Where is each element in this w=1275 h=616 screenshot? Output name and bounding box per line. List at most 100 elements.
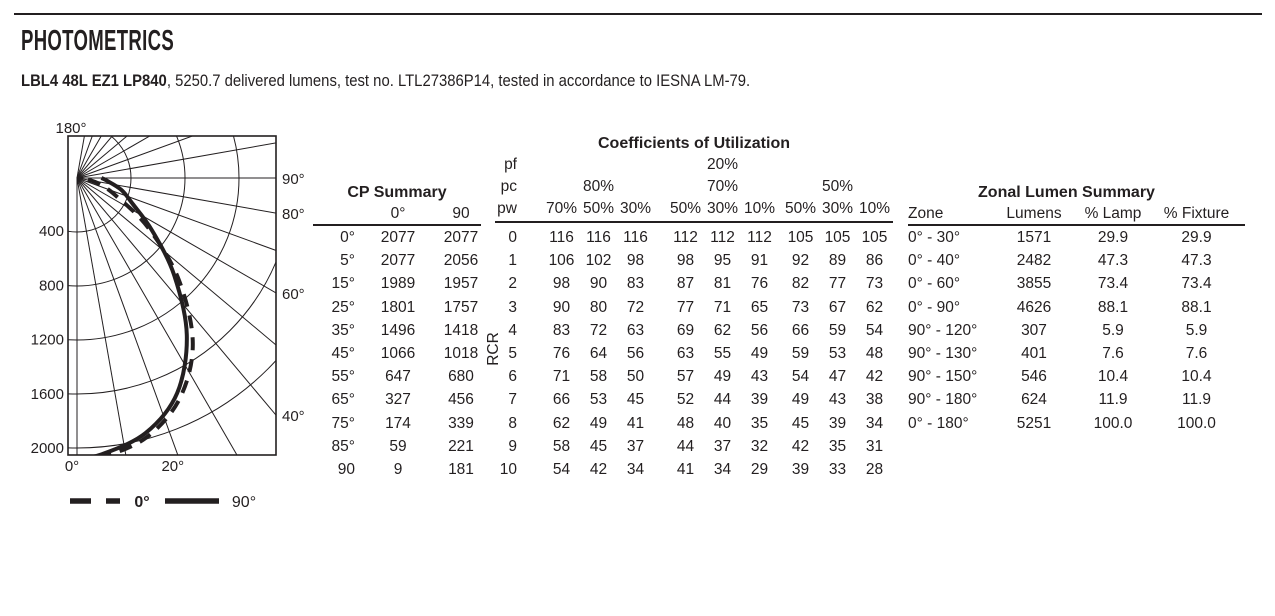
cou-cell: 43	[750, 368, 769, 386]
cou-cell: 116	[549, 229, 574, 246]
cou-cell: 87	[676, 275, 695, 293]
svg-text:0°: 0°	[65, 458, 79, 475]
cp-angle: 15°	[331, 275, 355, 293]
cp-header-90deg: 90	[452, 205, 470, 222]
rcr-value: 4	[508, 321, 517, 339]
cp-value-0deg: 647	[385, 368, 411, 386]
table-row: 0° - 180° 5251 100.0 100.0	[908, 412, 1245, 435]
table-row: 55° 647 680	[313, 365, 481, 388]
cou-cell: 95	[713, 252, 732, 270]
cou-cell: 37	[713, 437, 732, 455]
rcr-value: 1	[508, 252, 517, 270]
cou-cell: 76	[750, 275, 769, 293]
cou-cell: 39	[750, 391, 769, 409]
pc-value-70: 70%	[706, 178, 739, 195]
zone-range: 0° - 40°	[908, 252, 961, 270]
cou-cell: 91	[750, 252, 769, 270]
chart-frame	[67, 135, 277, 456]
zone-pct-lamp: 88.1	[1097, 298, 1129, 316]
svg-text:60°: 60°	[282, 286, 305, 303]
cou-cell: 34	[626, 460, 645, 478]
cou-cell: 45	[589, 437, 608, 455]
zone-lumens: 307	[1021, 321, 1047, 339]
svg-text:20°: 20°	[161, 458, 184, 475]
table-row: 10 54 42 34 41 34 29 39 33 28	[495, 458, 893, 481]
cou-cell: 106	[548, 252, 575, 270]
cou-cell: 59	[828, 321, 847, 339]
cou-cell: 105	[787, 229, 814, 246]
pf-value: 20%	[706, 156, 739, 173]
table-row: 90° - 150° 546 10.4 10.4	[908, 365, 1245, 388]
cou-cell: 39	[828, 414, 847, 432]
svg-text:90°: 90°	[282, 171, 305, 188]
zone-pct-lamp: 73.4	[1097, 275, 1129, 293]
cou-cell: 56	[626, 344, 645, 362]
zone-lumens: 401	[1021, 344, 1047, 362]
cou-cell: 67	[828, 298, 847, 316]
zone-range: 90° - 150°	[908, 368, 978, 386]
table-row: 4 83 72 63 69 62 56 66 59 54	[495, 319, 893, 342]
zone-lumens: 1571	[1016, 229, 1052, 246]
top-divider	[14, 13, 1262, 15]
cp-summary-header: 0° 90	[313, 203, 481, 226]
cou-cell: 83	[552, 321, 571, 339]
pc-label: pc	[500, 178, 517, 195]
cou-pc-row: pc 80% 70% 50%	[495, 176, 893, 198]
cou-cell: 53	[828, 344, 847, 362]
zone-pct-fixture: 100.0	[1177, 414, 1216, 432]
zone-range: 90° - 120°	[908, 321, 978, 339]
table-row: 5 76 64 56 63 55 49 59 53 48	[495, 342, 893, 365]
svg-text:1200: 1200	[31, 332, 64, 349]
table-row: 7 66 53 45 52 44 39 49 43 38	[495, 388, 893, 411]
coefficients-of-utilization-table: Coefficients of Utilization pf 20% pc 80…	[495, 134, 893, 481]
cp-value-90deg: 221	[448, 437, 474, 455]
cou-cell: 76	[552, 344, 571, 362]
rcr-value: 0	[508, 229, 517, 246]
cp-angle: 75°	[331, 414, 355, 432]
pw-value: 30%	[619, 200, 652, 217]
cou-cell: 57	[676, 368, 695, 386]
zone-range: 90° - 180°	[908, 391, 978, 409]
zone-pct-fixture: 88.1	[1181, 298, 1212, 316]
zone-range: 0° - 180°	[908, 414, 969, 432]
table-row: 0° - 30° 1571 29.9 29.9	[908, 226, 1245, 249]
table-row: 1 106 102 98 98 95 91 92 89 86	[495, 249, 893, 272]
cou-cell: 58	[552, 437, 571, 455]
cou-cell: 80	[589, 298, 608, 316]
cou-cell: 98	[552, 275, 571, 293]
cou-cell: 77	[828, 275, 847, 293]
rcr-value: 5	[508, 344, 517, 362]
zone-lumens: 5251	[1016, 414, 1052, 432]
cp-value-0deg: 9	[393, 460, 403, 478]
table-row: 90° - 120° 307 5.9 5.9	[908, 319, 1245, 342]
zonal-header: Zone Lumens % Lamp % Fixture	[908, 203, 1245, 226]
cou-cell: 42	[589, 460, 608, 478]
zonal-header-lamp: % Lamp	[1084, 205, 1142, 222]
cp-value-90deg: 2056	[443, 252, 479, 270]
polar-chart-svg: 180°90°80°60°40°0° 20°400800120016002000 …	[31, 120, 305, 511]
svg-text:400: 400	[39, 223, 64, 240]
cp-value-90deg: 1018	[443, 344, 479, 362]
svg-text:180°: 180°	[55, 120, 86, 137]
cp-summary-body: 0° 2077 2077 5° 2077 2056 15° 1989 1957 25° 1801 17…	[313, 226, 481, 481]
cou-cell: 31	[865, 437, 884, 455]
zonal-title: Zonal Lumen Summary	[978, 184, 1155, 201]
table-row: 6 71 58 50 57 49 43 54 47 42	[495, 365, 893, 388]
cou-cell: 73	[791, 298, 810, 316]
cp-summary-table: CP Summary 0° 90 0° 2077 2077 5° 2077 2056 15°…	[313, 183, 481, 481]
cp-value-90deg: 456	[448, 391, 474, 409]
cp-angle: 25°	[331, 298, 355, 316]
cou-cell: 40	[713, 414, 732, 432]
cou-cell: 81	[713, 275, 732, 293]
zone-lumens: 4626	[1016, 298, 1052, 316]
pw-value: 10%	[743, 200, 776, 217]
cou-cell: 116	[623, 229, 648, 246]
zone-lumens: 3855	[1016, 275, 1052, 293]
table-row: 15° 1989 1957	[313, 272, 481, 295]
polar-grid	[68, 136, 276, 455]
cp-value-90deg: 1957	[443, 275, 479, 293]
chart-legend: 0° 90°	[70, 494, 256, 511]
cp-value-0deg: 59	[389, 437, 407, 455]
cou-cell: 98	[676, 252, 695, 270]
table-row: 0° - 60° 3855 73.4 73.4	[908, 272, 1245, 295]
